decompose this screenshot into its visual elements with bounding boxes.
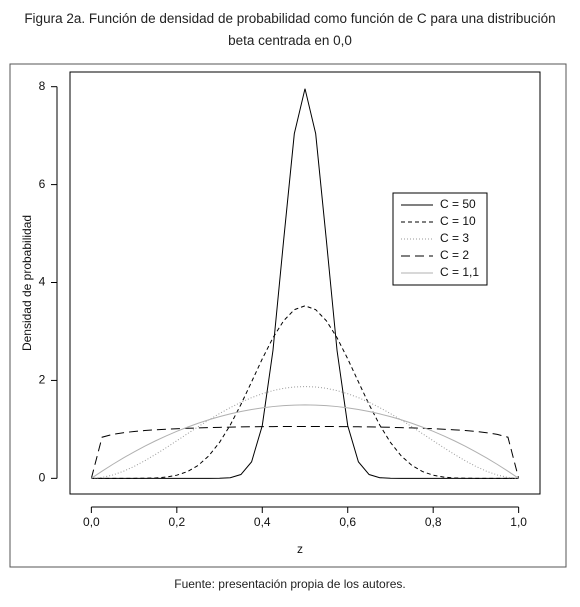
source-note: Fuente: presentación propia de los autor…: [174, 577, 406, 591]
legend-label: C = 50: [440, 197, 476, 211]
y-tick-label: 4: [39, 275, 46, 289]
y-axis-label: Densidad de probabilidad: [20, 215, 34, 351]
legend-label: C = 2: [440, 248, 469, 262]
line-series: [90, 425, 520, 479]
y-tick-label: 2: [39, 373, 46, 387]
y-tick-label: 8: [39, 79, 46, 93]
chart-title: Figura 2a. Función de densidad de probab…: [24, 11, 556, 48]
y-tick-label: 0: [39, 471, 46, 485]
frame: [9, 63, 567, 568]
x-tick-label: 0,4: [254, 515, 271, 529]
y-tick-label: 6: [39, 177, 46, 191]
x-tick-label: 0,0: [83, 515, 100, 529]
plot-box: [69, 71, 541, 495]
line-series: [91, 88, 519, 479]
x-tick-label: 0,6: [339, 515, 356, 529]
x-tick-label: 0,8: [425, 515, 442, 529]
line-series: [91, 386, 519, 479]
line-series: [91, 305, 519, 479]
x-tick-label: 0,2: [168, 515, 185, 529]
legend-label: C = 3: [440, 231, 469, 245]
legend-label: C = 1,1: [440, 265, 479, 279]
x-axis-label: z: [297, 542, 303, 556]
legend: [392, 192, 488, 286]
x-tick-label: 1,0: [510, 515, 527, 529]
legend-label: C = 10: [440, 214, 476, 228]
line-series: [91, 404, 519, 479]
